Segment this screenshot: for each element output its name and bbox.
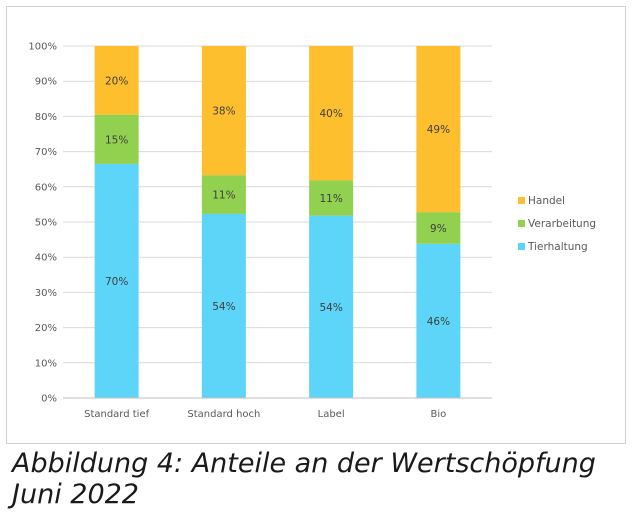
bar-segment-handel — [201, 46, 246, 176]
bar-segment-handel — [94, 46, 139, 115]
bar-segment-tierhaltung — [416, 243, 461, 398]
x-tick-label: Standard hoch — [187, 409, 260, 420]
legend-label: Tierhaltung — [527, 241, 588, 253]
bar-segment-handel — [416, 46, 461, 213]
data-label: 38% — [212, 106, 235, 118]
data-label: 40% — [319, 108, 342, 120]
y-tick-label: 100% — [28, 42, 57, 53]
y-tick-label: 20% — [35, 323, 57, 334]
legend-label: Handel — [528, 195, 565, 207]
y-tick-label: 60% — [35, 182, 57, 193]
y-tick-label: 40% — [35, 253, 57, 264]
y-tick-label: 50% — [35, 218, 57, 229]
figure-caption: Abbildung 4: Anteile an der Wertschöpfun… — [12, 448, 632, 510]
bar-segment-handel — [309, 46, 354, 181]
data-label: 70% — [105, 276, 128, 288]
y-tick-label: 30% — [35, 288, 57, 299]
data-label: 46% — [427, 316, 450, 328]
data-label: 49% — [427, 124, 450, 136]
bar-segment-verarbeitung — [201, 175, 246, 214]
y-tick-label: 90% — [35, 77, 57, 88]
data-label: 11% — [319, 193, 342, 205]
caption-line-2: Juni 2022 — [12, 479, 139, 510]
data-label: 15% — [105, 134, 128, 146]
data-label: 54% — [212, 301, 235, 313]
bar-segment-verarbeitung — [416, 212, 461, 244]
bar-segment-tierhaltung — [309, 215, 354, 398]
data-label: 54% — [319, 302, 342, 314]
bar-segment-verarbeitung — [309, 180, 354, 216]
legend-swatch-verarbeitung — [518, 220, 525, 227]
y-tick-label: 0% — [41, 394, 57, 405]
bar-segment-tierhaltung — [94, 163, 139, 398]
y-tick-label: 80% — [35, 112, 57, 123]
y-tick-label: 10% — [35, 358, 57, 369]
y-tick-label: 70% — [35, 147, 57, 158]
caption-line-1: Abbildung 4: Anteile an der Wertschöpfun… — [12, 448, 596, 479]
legend-label: Verarbeitung — [528, 218, 596, 230]
bar-segment-verarbeitung — [94, 114, 139, 164]
legend-swatch-tierhaltung — [518, 243, 525, 250]
x-tick-label: Bio — [430, 409, 446, 420]
x-tick-label: Standard tief — [84, 409, 150, 420]
data-label: 9% — [430, 223, 447, 235]
chart-frame: 70% 15% 20% 54% 11% 38% 54% 11% 40% 46% 9% 49% 0% 10… — [6, 6, 626, 444]
bar-segment-tierhaltung — [201, 213, 246, 398]
x-tick-label: Label — [318, 409, 345, 420]
data-label: 20% — [105, 75, 128, 87]
stacked-bar-chart: 70% 15% 20% 54% 11% 38% 54% 11% 40% 46% 9% 49% 0% 10… — [28, 42, 596, 421]
legend-swatch-handel — [518, 197, 525, 204]
data-label: 11% — [212, 190, 235, 202]
